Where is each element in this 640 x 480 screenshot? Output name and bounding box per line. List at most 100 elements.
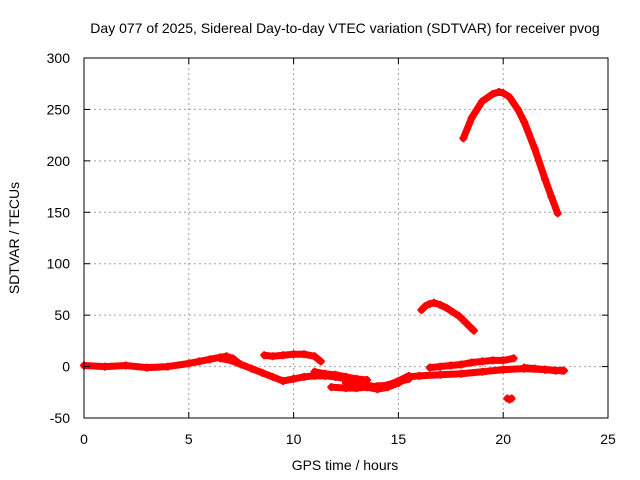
data-point (321, 369, 330, 378)
data-point (513, 105, 522, 114)
x-tick-label: 5 (185, 431, 193, 447)
y-tick-label: 150 (47, 204, 71, 220)
data-point (184, 359, 193, 368)
data-point (260, 351, 269, 360)
series-trace (459, 88, 562, 217)
data-point (373, 385, 382, 394)
x-axis-label: GPS time / hours (292, 457, 399, 473)
data-point (226, 356, 235, 365)
data-point (417, 306, 426, 314)
data-point (436, 370, 445, 379)
data-point (421, 301, 430, 310)
data-point (520, 363, 529, 372)
data-point (362, 383, 371, 392)
data-point (142, 363, 151, 372)
data-point (331, 370, 340, 379)
data-point (342, 379, 350, 388)
data-point (310, 352, 319, 361)
data-point (499, 365, 508, 374)
data-point (457, 360, 466, 369)
x-tick-label: 25 (600, 431, 616, 447)
data-point (100, 362, 109, 371)
axis-ticks: 0 5 10 15 20 25 -50 0 50 100 150 200 250 300 (47, 50, 616, 447)
data-point (205, 355, 214, 364)
y-tick-label: -50 (50, 410, 70, 426)
data-point (459, 134, 468, 143)
series-arc-3 (260, 350, 325, 366)
data-point (383, 383, 392, 392)
data-point (279, 351, 288, 360)
y-tick-label: 50 (54, 307, 70, 323)
y-tick-label: 0 (62, 359, 70, 375)
data-point (465, 322, 474, 331)
data-point (300, 372, 309, 381)
series-arc-11 (503, 394, 516, 404)
data-point (488, 90, 497, 98)
data-point (467, 113, 476, 122)
data-point (352, 381, 361, 390)
data-point (247, 364, 256, 373)
data-point (121, 361, 130, 370)
x-tick-label: 15 (391, 431, 407, 447)
y-tick-label: 250 (47, 101, 71, 117)
y-tick-label: 100 (47, 256, 71, 272)
data-point (268, 352, 277, 361)
data-point (216, 354, 225, 363)
data-point (553, 209, 562, 218)
series-arc-4 (310, 367, 371, 384)
data-point (478, 357, 487, 366)
data-point (300, 350, 309, 359)
data-point (455, 312, 464, 321)
data-point (415, 371, 424, 380)
data-points (80, 87, 568, 404)
data-point (541, 365, 550, 374)
data-point (436, 300, 445, 309)
data-point (258, 368, 267, 377)
plot-frame (83, 57, 609, 419)
data-point (425, 299, 434, 308)
data-point (509, 354, 518, 363)
y-axis-label: SDTVAR / TECUs (6, 182, 22, 294)
data-point (520, 117, 529, 126)
data-point (499, 88, 508, 97)
data-point (478, 367, 487, 376)
data-point (557, 366, 566, 375)
chart-title: Day 077 of 2025, Sidereal Day-to-day VTE… (90, 20, 599, 36)
data-point (467, 358, 476, 367)
data-point (448, 308, 457, 317)
series-arc-1 (80, 352, 244, 372)
series-arc-7 (425, 354, 518, 372)
data-point (362, 375, 371, 384)
data-point (404, 372, 413, 381)
y-tick-label: 300 (47, 50, 71, 66)
data-point (488, 356, 497, 365)
data-point (310, 367, 319, 376)
data-point (327, 383, 336, 392)
data-point (289, 374, 298, 383)
data-point (457, 369, 466, 378)
data-point (279, 376, 288, 385)
x-tick-label: 0 (80, 431, 88, 447)
data-point (505, 93, 514, 102)
data-point (507, 394, 516, 403)
data-point (425, 363, 434, 372)
data-point (195, 357, 204, 366)
data-point (499, 356, 508, 365)
data-point (547, 192, 556, 201)
series-arc-9 (417, 298, 478, 335)
data-point (394, 379, 403, 388)
x-tick-label: 20 (495, 431, 511, 447)
data-point (237, 360, 246, 369)
series-arc-8 (520, 363, 566, 375)
data-point (478, 97, 487, 106)
x-tick-label: 10 (286, 431, 302, 447)
data-point (163, 362, 172, 371)
data-point (530, 364, 539, 373)
data-point (541, 175, 550, 184)
data-point (316, 357, 325, 366)
data-point (289, 350, 298, 359)
data-point (461, 318, 470, 327)
data-point (436, 362, 445, 371)
data-point (495, 87, 504, 96)
